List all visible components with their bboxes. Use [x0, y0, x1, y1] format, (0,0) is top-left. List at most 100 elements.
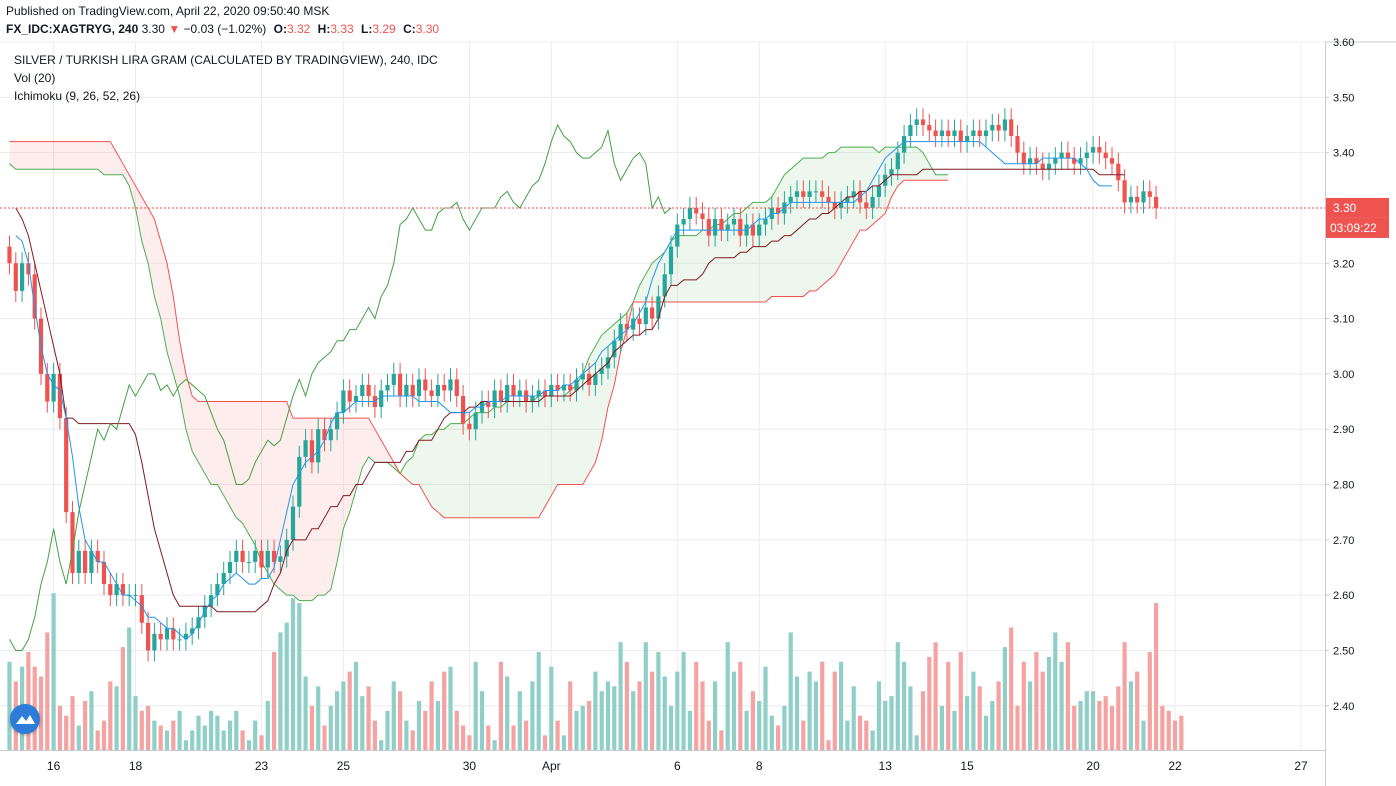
candle — [1015, 124, 1020, 164]
candle-body — [757, 224, 762, 236]
candle — [7, 235, 12, 275]
volume-bar — [76, 725, 81, 750]
candle-body — [1091, 147, 1096, 153]
candle — [297, 445, 302, 518]
candle-body — [473, 412, 478, 430]
volume-bar — [190, 730, 195, 750]
candle-body — [498, 390, 503, 402]
candle — [902, 124, 907, 164]
volume-bar — [725, 642, 730, 750]
candle — [278, 545, 283, 573]
volume-bar — [164, 730, 170, 750]
volume-bar — [505, 676, 510, 750]
candle — [461, 384, 466, 435]
candle-body — [555, 384, 560, 391]
candle — [801, 180, 806, 208]
y-tick-label: 3.50 — [1333, 92, 1354, 104]
x-tick-label: 15 — [960, 759, 974, 773]
candle — [927, 113, 932, 142]
candle — [687, 196, 692, 231]
candle-body — [1021, 152, 1026, 164]
volume-bar — [965, 696, 970, 750]
candle-body — [328, 429, 333, 441]
volume-bar — [542, 735, 548, 750]
candle-body — [624, 324, 629, 330]
candle-body — [820, 191, 825, 197]
candle — [675, 213, 680, 258]
candle — [442, 373, 447, 402]
volume-bar — [347, 671, 352, 750]
volume-bar — [1040, 671, 1045, 750]
volume-bar — [202, 725, 207, 750]
candle — [706, 207, 711, 247]
candle-body — [574, 379, 579, 391]
candle-body — [637, 318, 642, 325]
candle — [725, 213, 730, 242]
candle — [259, 539, 264, 579]
volume-bar — [473, 661, 478, 750]
candle-body — [454, 379, 459, 396]
candle — [221, 561, 226, 596]
candle-body — [536, 390, 541, 396]
candle — [32, 263, 37, 330]
volume-bar — [763, 666, 768, 750]
candle-body — [713, 219, 718, 236]
y-tick-label: 2.60 — [1333, 590, 1354, 602]
candle-body — [851, 191, 856, 197]
candle-body — [114, 584, 119, 596]
candle-body — [278, 556, 283, 562]
volume-bar — [807, 671, 812, 750]
volume-bar — [694, 661, 699, 750]
candle — [190, 617, 195, 645]
candle-body — [1015, 136, 1020, 153]
candle-body — [1135, 196, 1140, 203]
candle — [971, 119, 976, 148]
volume-bar — [467, 735, 472, 750]
candle-body — [927, 124, 932, 131]
candle-body — [1128, 196, 1133, 203]
candle — [738, 207, 743, 247]
candle-body — [83, 550, 88, 573]
candle-body — [889, 169, 894, 175]
candle-body — [101, 561, 107, 585]
candle — [864, 191, 869, 219]
candle-body — [13, 263, 18, 291]
volume-bar — [946, 661, 951, 750]
volume-bar — [738, 661, 743, 750]
volume-bar — [864, 720, 869, 750]
volume-bar — [813, 681, 818, 750]
candle — [826, 185, 831, 214]
candle-body — [133, 595, 138, 597]
candle-body — [341, 390, 346, 413]
volume-bar — [385, 710, 390, 750]
volume-bar — [64, 715, 69, 750]
close-label: C: — [403, 22, 416, 36]
candle-body — [253, 550, 258, 562]
candle — [133, 584, 138, 607]
candle-body — [45, 373, 50, 402]
candle-body — [272, 550, 277, 562]
candle — [379, 379, 384, 419]
volume-bar — [127, 627, 132, 750]
volume-bar — [1103, 696, 1108, 750]
volume-bar — [744, 710, 749, 750]
candle-body — [221, 573, 226, 585]
volume-bar — [687, 710, 692, 750]
candle — [681, 207, 686, 236]
volume-bar — [631, 691, 636, 750]
candle-body — [511, 384, 516, 396]
lagging-span-line — [9, 123, 672, 651]
volume-bar — [316, 686, 321, 750]
candle — [316, 418, 321, 474]
candle-body — [486, 401, 491, 408]
volume-bar — [662, 676, 667, 750]
volume-bar — [990, 701, 995, 750]
volume-bar — [303, 676, 308, 750]
candle-body — [662, 274, 667, 297]
candle-body — [1078, 158, 1083, 164]
candle — [360, 373, 365, 408]
candle — [656, 285, 661, 330]
candle-body — [95, 550, 100, 562]
candle — [246, 550, 251, 573]
